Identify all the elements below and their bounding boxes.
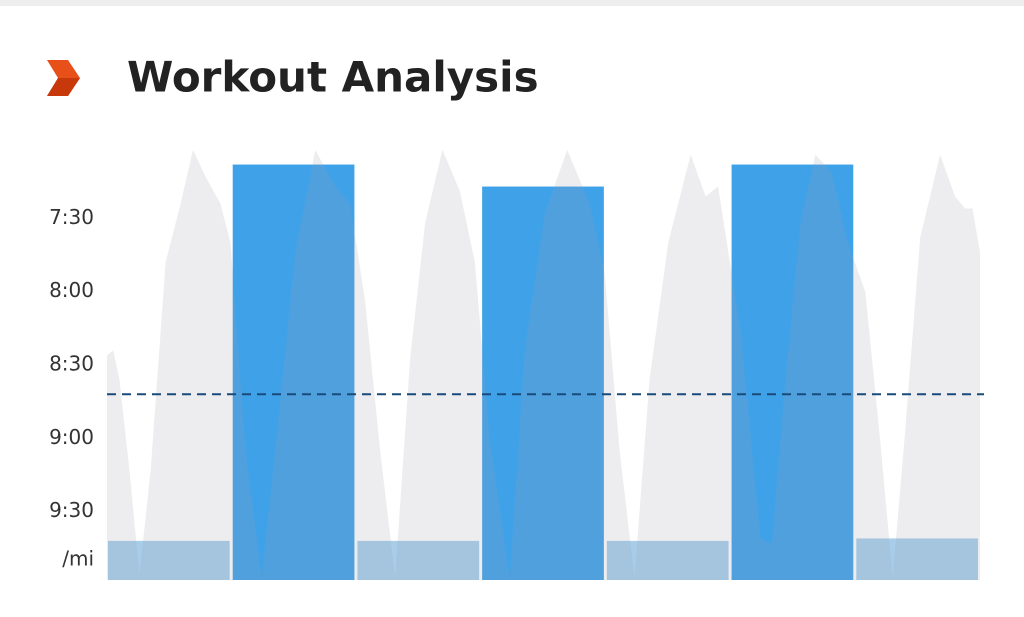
bar — [606, 540, 729, 580]
y-tick-label: 8:30 — [49, 351, 94, 375]
chevron-shade — [47, 78, 80, 96]
bar — [232, 164, 355, 580]
y-tick-label: 7:30 — [49, 205, 94, 229]
bar — [856, 538, 978, 580]
bar — [731, 164, 854, 580]
y-tick-label: 9:30 — [49, 498, 94, 522]
chart-title: Workout Analysis — [127, 53, 539, 102]
y-unit-label: /mi — [62, 547, 94, 571]
bar — [357, 540, 480, 580]
bar — [108, 540, 230, 580]
bar — [482, 186, 604, 581]
pace-area — [107, 149, 980, 580]
y-tick-label: 9:00 — [49, 425, 94, 449]
top-strip — [0, 0, 1024, 6]
y-tick-label: 8:00 — [49, 278, 94, 302]
